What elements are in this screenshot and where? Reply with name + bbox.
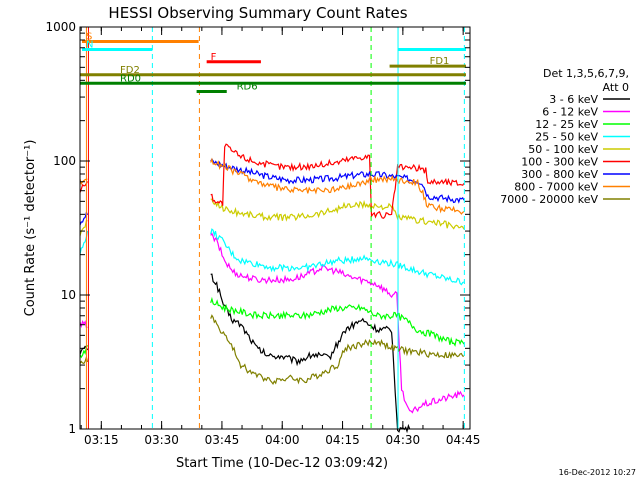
legend-label-12-25-kev: 12 - 25 keV: [535, 118, 598, 131]
series-layer: [79, 143, 465, 434]
series-line-12-25-kev: [79, 296, 465, 359]
legend-header-2: Att 0: [603, 81, 629, 94]
y-tick-label-1: 10: [61, 288, 76, 302]
y-tick-label-2: 100: [53, 154, 76, 168]
series-line-3-6-kev: [79, 273, 411, 434]
annotation-label-rd0: RD0: [120, 73, 141, 84]
annotation-label-rd6: RD6: [237, 82, 258, 93]
legend-label-50-100-kev: 50 - 100 keV: [528, 143, 598, 156]
axis-layer: 1 10 100 1000 03:15 03:30 03:45 04:00 04:15 04:30…: [45, 20, 480, 447]
series-line-6-12-kev: [79, 232, 465, 414]
y-axis-label: Count Rate (s⁻¹ detector⁻¹): [23, 140, 38, 317]
annotation-label-s: S: [86, 31, 92, 42]
legend-label-300-800-kev: 300 - 800 keV: [521, 168, 598, 181]
plot-frame: [79, 26, 471, 430]
chart-title: HESSI Observing Summary Count Rates: [108, 4, 407, 22]
series-line-50-100-kev: [79, 198, 465, 236]
x-tick-label-0: 03:15: [84, 433, 119, 447]
legend-label-25-50-kev: 25 - 50 keV: [535, 131, 598, 144]
series-line-800-7000-kev: [79, 157, 465, 215]
x-tick-label-4: 04:15: [325, 433, 360, 447]
x-tick-label-1: 03:30: [144, 433, 179, 447]
annotation-label-f: F: [211, 52, 217, 63]
annotation-label-fd2: FD2: [120, 65, 140, 76]
x-tick-label-5: 04:30: [386, 433, 421, 447]
series-line-7000-20000-kev: [79, 314, 465, 386]
series-line-300-800-kev: [79, 158, 465, 226]
x-tick-label-2: 03:45: [205, 433, 240, 447]
x-tick-label-6: 04:45: [446, 433, 481, 447]
legend-header-1: Det 1,3,5,6,7,9,: [543, 67, 629, 80]
legend-label-3-6-kev: 3 - 6 keV: [549, 93, 598, 106]
legend-label-7000-20000-kev: 7000 - 20000 keV: [500, 193, 598, 206]
annotation-label-n: N: [86, 39, 93, 50]
marker-layer: [85, 27, 465, 429]
legend-label-100-300-kev: 100 - 300 keV: [521, 156, 598, 169]
legend-label-800-7000-kev: 800 - 7000 keV: [514, 181, 598, 194]
y-tick-label-3: 1000: [45, 20, 76, 34]
annotation-label-fd1: FD1: [430, 56, 450, 67]
x-tick-label-3: 04:00: [265, 433, 300, 447]
series-line-25-50-kev: [79, 228, 465, 286]
x-axis-label: Start Time (10-Dec-12 03:09:42): [176, 456, 388, 471]
timestamp: 16-Dec-2012 10:27: [559, 468, 636, 477]
legend-label-6-12-kev: 6 - 12 keV: [542, 106, 598, 119]
y-tick-label-0: 1: [68, 422, 76, 436]
